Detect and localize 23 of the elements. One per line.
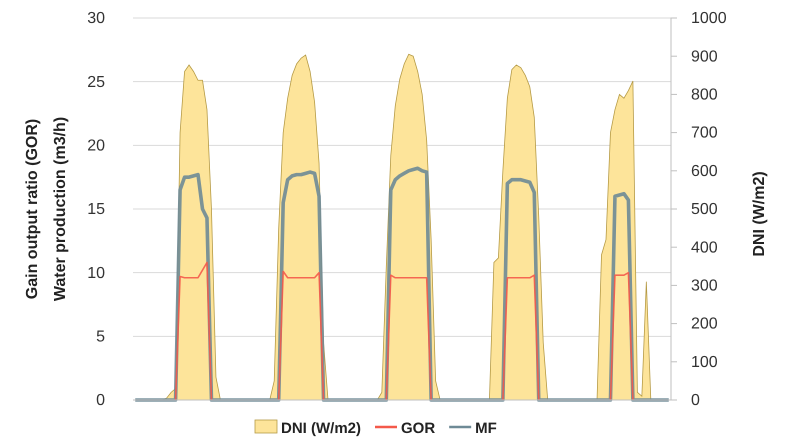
y-axis-title: Gain output ratio (GOR) Water production (m3/h) [24, 116, 69, 302]
y2-tick-label: 0 [691, 392, 700, 410]
y2-tick-label: 100 [691, 354, 718, 371]
y2-tick-label: 600 [691, 162, 718, 180]
y-tick-label: 10 [87, 264, 106, 282]
y-tick-label: 30 [87, 10, 106, 28]
y2-tick-label: 1000 [691, 10, 727, 28]
y-tick-label: 15 [87, 201, 106, 218]
y2-axis-title: DNI (W/m2) [751, 171, 768, 257]
y-tick-label: 0 [96, 392, 106, 410]
legend-label: DNI (W/m2) [281, 420, 361, 437]
y2-tick-label: 700 [691, 124, 718, 142]
y-tick-label: 25 [87, 74, 106, 91]
y-tick-label: 5 [96, 328, 106, 346]
y2-tick-label: 800 [691, 86, 718, 104]
y2-tick-label: 300 [691, 278, 718, 295]
y2-tick-label: 900 [691, 48, 718, 66]
legend-label: GOR [401, 420, 436, 437]
y-tick-label: 20 [87, 137, 106, 154]
legend-label: MF [475, 420, 497, 437]
y2-tick-label: 500 [691, 201, 718, 218]
y2-tick-label: 400 [691, 239, 718, 256]
y2-tick-label: 200 [691, 316, 718, 333]
